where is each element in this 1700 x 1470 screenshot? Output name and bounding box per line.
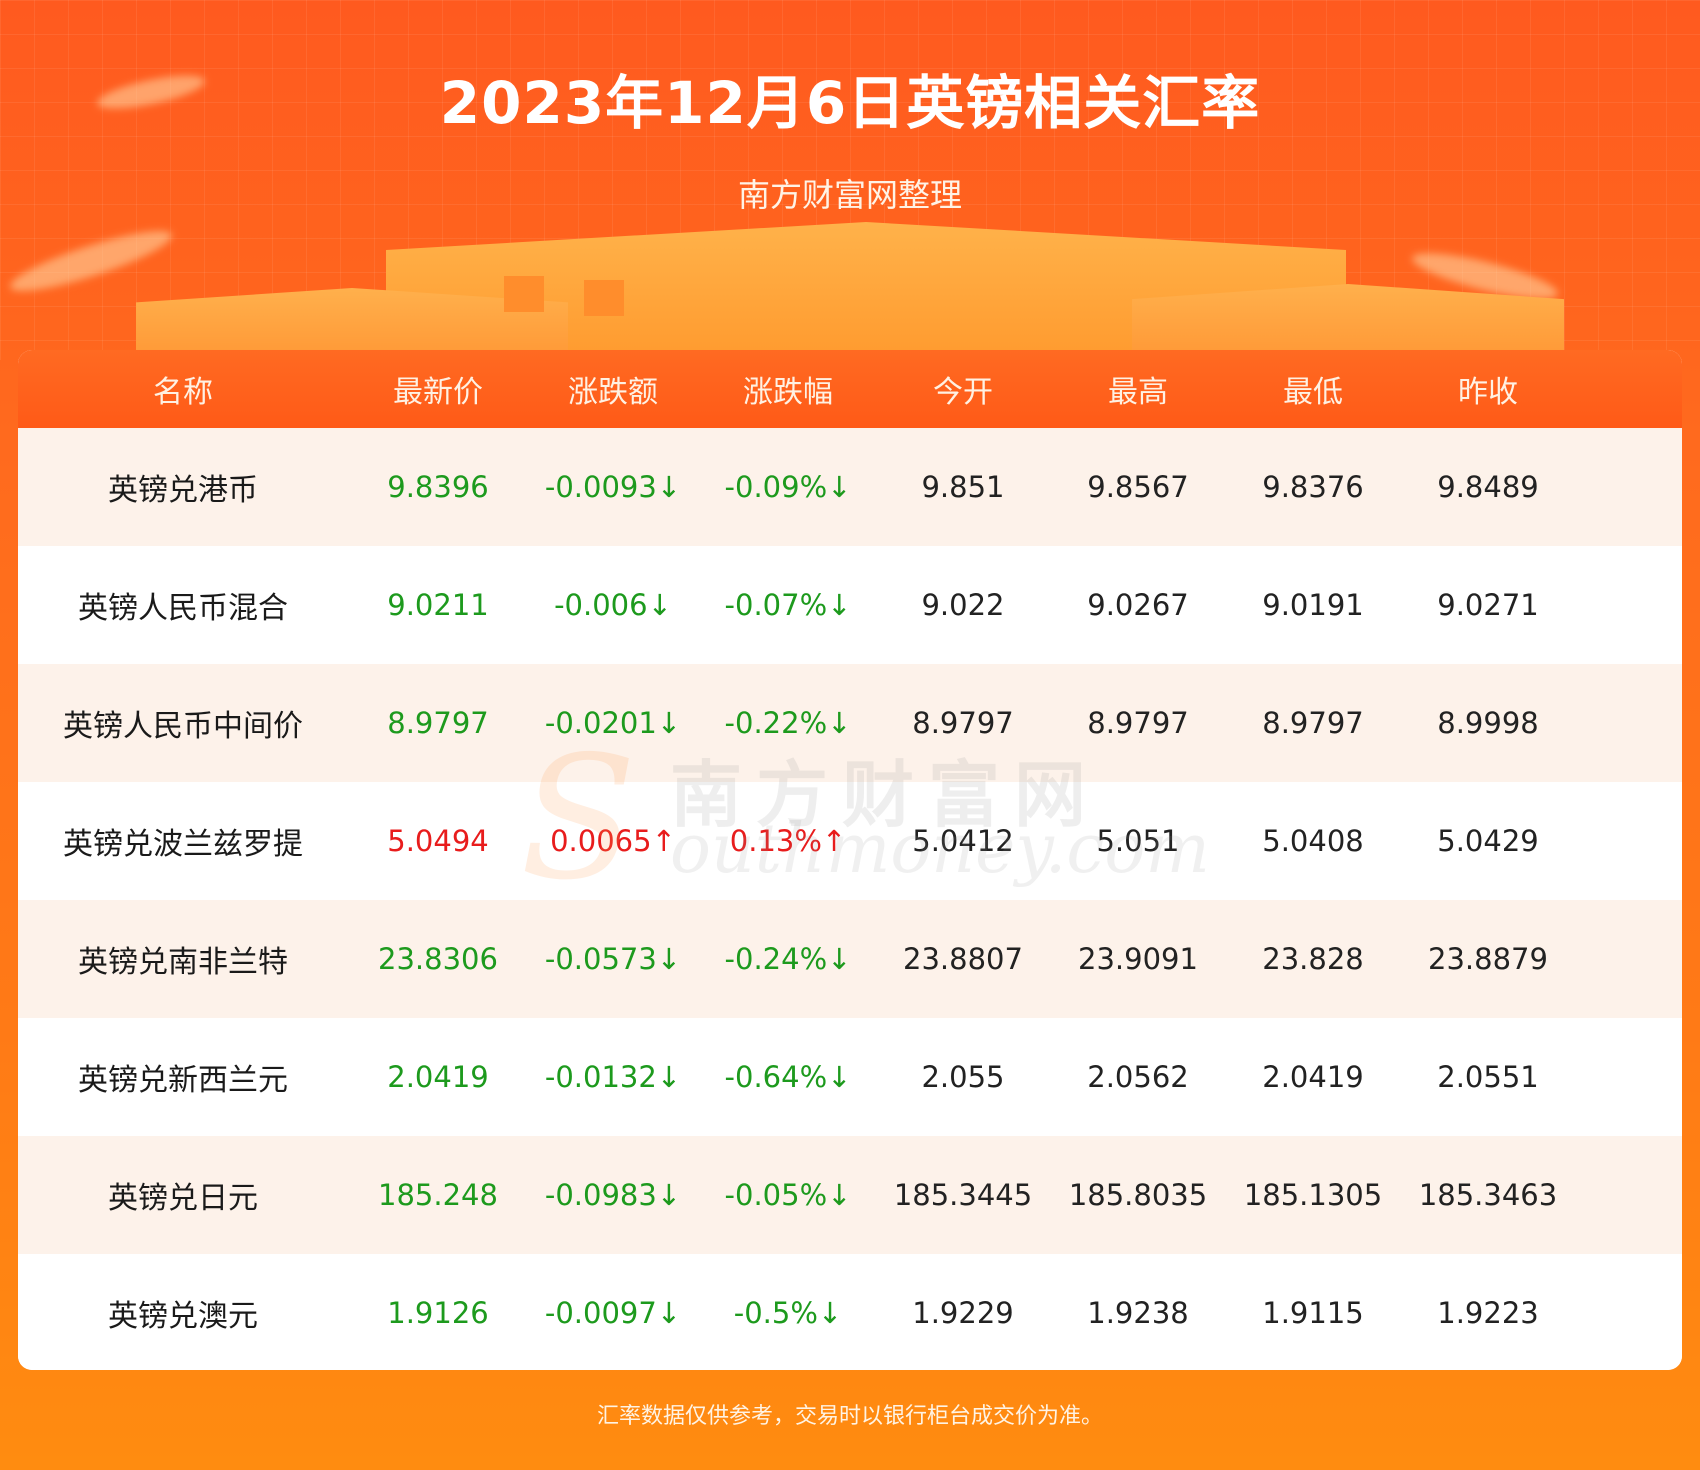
cell-open: 9.022 [921, 588, 1005, 622]
cell-change: -0.0093↓ [544, 470, 682, 504]
cell-change-pct: -0.24%↓ [724, 942, 852, 976]
cell-low: 1.9115 [1262, 1296, 1364, 1330]
cell-high: 1.9238 [1087, 1296, 1189, 1330]
cell-prev-close: 2.0551 [1437, 1060, 1539, 1094]
table-row: 英镑兑港币 9.8396 -0.0093↓ -0.09%↓ 9.851 9.85… [18, 428, 1682, 546]
cell-latest: 9.8396 [387, 470, 489, 504]
cell-change-pct: -0.07%↓ [724, 588, 852, 622]
cell-change: -0.006↓ [554, 588, 672, 622]
cell-change-pct: -0.64%↓ [724, 1060, 852, 1094]
cell-change-pct: 0.13%↑ [729, 824, 847, 858]
podium-block-decoration [584, 280, 624, 316]
cell-change: 0.0065↑ [550, 824, 676, 858]
cell-prev-close: 9.8489 [1437, 470, 1539, 504]
cell-low: 2.0419 [1262, 1060, 1364, 1094]
cell-change: -0.0201↓ [544, 706, 682, 740]
table-row: 英镑兑日元 185.248 -0.0983↓ -0.05%↓ 185.3445 … [18, 1136, 1682, 1254]
cell-change: -0.0573↓ [544, 942, 682, 976]
podium-block-decoration [504, 276, 544, 312]
cell-latest: 8.9797 [387, 706, 489, 740]
cell-name: 英镑兑南非兰特 [78, 945, 288, 980]
header-prev-close: 昨收 [1458, 375, 1518, 410]
cell-high: 2.0562 [1087, 1060, 1189, 1094]
disclaimer-footer: 汇率数据仅供参考，交易时以银行柜台成交价为准。 [596, 1404, 1103, 1429]
header-high: 最高 [1108, 375, 1168, 410]
cell-latest: 23.8306 [378, 942, 498, 976]
cell-high: 23.9091 [1078, 942, 1198, 976]
cell-open: 8.9797 [912, 706, 1014, 740]
table-row: 英镑兑澳元 1.9126 -0.0097↓ -0.5%↓ 1.9229 1.92… [18, 1254, 1682, 1370]
table-row: 英镑兑新西兰元 2.0419 -0.0132↓ -0.64%↓ 2.055 2.… [18, 1018, 1682, 1136]
cell-prev-close: 185.3463 [1418, 1178, 1558, 1212]
cell-latest: 1.9126 [387, 1296, 489, 1330]
table-row: 英镑兑南非兰特 23.8306 -0.0573↓ -0.24%↓ 23.8807… [18, 900, 1682, 1018]
cell-name: 英镑兑波兰兹罗提 [63, 827, 303, 862]
cell-name: 英镑兑港币 [108, 473, 258, 508]
cell-open: 185.3445 [893, 1178, 1033, 1212]
header-change-pct: 涨跌幅 [743, 375, 833, 410]
cell-name: 英镑人民币中间价 [63, 709, 303, 744]
cell-open: 1.9229 [912, 1296, 1014, 1330]
cell-high: 185.8035 [1068, 1178, 1208, 1212]
cell-low: 9.8376 [1262, 470, 1364, 504]
cell-open: 23.8807 [903, 942, 1023, 976]
cell-change: -0.0132↓ [544, 1060, 682, 1094]
header-name: 名称 [153, 375, 213, 410]
page-subtitle: 南方财富网整理 [737, 176, 962, 214]
cell-low: 5.0408 [1262, 824, 1364, 858]
cell-change: -0.0097↓ [544, 1296, 682, 1330]
cell-name: 英镑兑日元 [108, 1181, 258, 1216]
cell-open: 2.055 [921, 1060, 1005, 1094]
cell-open: 5.0412 [912, 824, 1014, 858]
table-row: 英镑人民币中间价 8.9797 -0.0201↓ -0.22%↓ 8.9797 … [18, 664, 1682, 782]
cell-latest: 9.0211 [387, 588, 489, 622]
cell-latest: 2.0419 [387, 1060, 489, 1094]
header-low: 最低 [1283, 375, 1343, 410]
cell-prev-close: 8.9998 [1437, 706, 1539, 740]
cell-name: 英镑兑新西兰元 [78, 1063, 288, 1098]
cell-prev-close: 9.0271 [1437, 588, 1539, 622]
cell-prev-close: 23.8879 [1428, 942, 1548, 976]
cell-change-pct: -0.5%↓ [733, 1296, 843, 1330]
cell-low: 185.1305 [1243, 1178, 1383, 1212]
rates-table-card: 名称 最新价 涨跌额 涨跌幅 今开 最高 最低 昨收 英镑兑港币 9.8396 … [18, 350, 1682, 1370]
cell-open: 9.851 [921, 470, 1005, 504]
table-row: 英镑人民币混合 9.0211 -0.006↓ -0.07%↓ 9.022 9.0… [18, 546, 1682, 664]
cell-low: 8.9797 [1262, 706, 1364, 740]
table-header: 名称 最新价 涨跌额 涨跌幅 今开 最高 最低 昨收 [18, 350, 1682, 428]
header-open: 今开 [933, 375, 993, 410]
cell-low: 23.828 [1262, 942, 1364, 976]
cell-high: 5.051 [1096, 824, 1180, 858]
cell-prev-close: 5.0429 [1437, 824, 1539, 858]
cell-latest: 185.248 [378, 1178, 498, 1212]
cell-change-pct: -0.05%↓ [724, 1178, 852, 1212]
cell-high: 8.9797 [1087, 706, 1189, 740]
page-title: 2023年12月6日英镑相关汇率 [439, 69, 1261, 137]
cell-high: 9.8567 [1087, 470, 1189, 504]
cell-name: 英镑兑澳元 [108, 1299, 258, 1334]
header-latest: 最新价 [393, 375, 483, 410]
cell-high: 9.0267 [1087, 588, 1189, 622]
cell-change-pct: -0.09%↓ [724, 470, 852, 504]
cell-latest: 5.0494 [387, 824, 489, 858]
cell-low: 9.0191 [1262, 588, 1364, 622]
header-change: 涨跌额 [568, 375, 658, 410]
table-row: 英镑兑波兰兹罗提 5.0494 0.0065↑ 0.13%↑ 5.0412 5.… [18, 782, 1682, 900]
cell-prev-close: 1.9223 [1437, 1296, 1539, 1330]
cell-change: -0.0983↓ [544, 1178, 682, 1212]
cell-name: 英镑人民币混合 [78, 591, 288, 626]
cell-change-pct: -0.22%↓ [724, 706, 852, 740]
